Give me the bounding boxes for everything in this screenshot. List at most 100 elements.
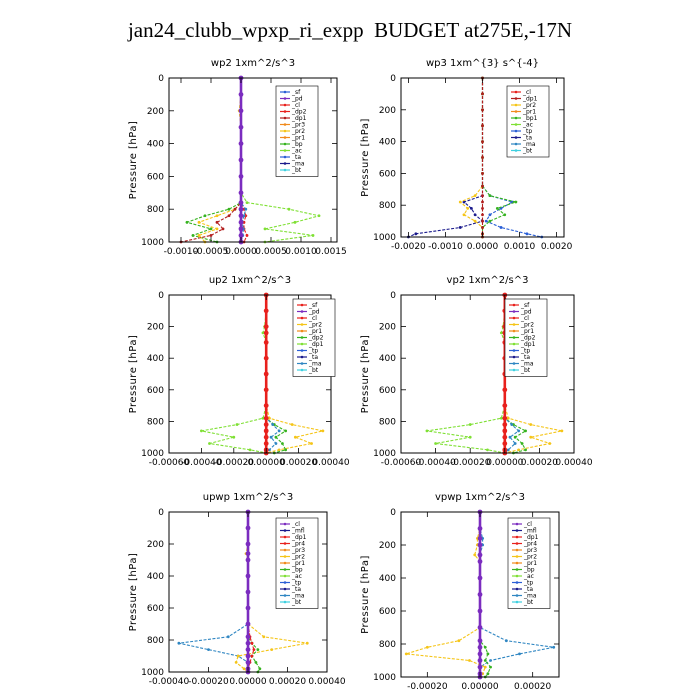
series-point-bt	[263, 308, 269, 314]
y-axis-label: Pressure [hPa]	[128, 553, 139, 632]
legend-label: _bp	[291, 141, 303, 148]
series-point-bt	[238, 157, 244, 163]
series-point-dp1	[481, 200, 484, 204]
legend-label: _pr2	[291, 554, 305, 561]
series-point-bt	[477, 625, 483, 630]
y-tick-label: 0	[158, 74, 164, 84]
y-tick-label: 1000	[373, 673, 396, 683]
x-tick-label: 0.0015	[315, 247, 347, 257]
series-point-bt	[245, 541, 251, 547]
series-point-bt	[238, 206, 244, 212]
series-point-bt	[502, 428, 508, 434]
series-point-pr2	[215, 227, 219, 231]
series-point-bt	[245, 551, 251, 556]
series-point-bt	[477, 664, 483, 670]
series-point-bt	[477, 658, 483, 663]
series-point-pr1	[499, 416, 503, 420]
legend-marker	[300, 349, 304, 352]
legend-marker	[514, 116, 518, 120]
legend-marker	[283, 155, 287, 159]
legend-marker	[283, 568, 287, 571]
legend-marker	[514, 123, 518, 126]
series-point-ta	[504, 639, 508, 643]
series-point-pr2	[529, 435, 533, 439]
legend-label: _bt	[520, 367, 531, 374]
legend-label: _pr2	[308, 322, 322, 329]
plot-frame	[400, 294, 575, 454]
legend-marker	[512, 355, 516, 359]
series-point-pr2	[290, 423, 294, 426]
y-axis-label: Pressure [hPa]	[360, 335, 371, 414]
series-point-dp1	[215, 220, 219, 224]
series-point-cl	[250, 654, 254, 658]
legend-label: _dp1	[291, 534, 307, 541]
legend-label: _pr2	[523, 554, 537, 561]
legend-marker	[514, 129, 518, 133]
y-tick-label: 600	[147, 604, 164, 614]
series-line-pr2	[197, 78, 242, 243]
legend-label: _ma	[520, 361, 534, 368]
legend-marker	[512, 329, 516, 333]
legend-marker	[515, 522, 519, 526]
series-point-pr1	[468, 435, 472, 439]
legend-label: _dp1	[523, 534, 539, 541]
series-point-bt	[263, 403, 269, 408]
figure-title: jan24_clubb_wpxp_ri_expp BUDGET at275E,-…	[127, 18, 573, 42]
legend-label: _pr4	[523, 541, 537, 548]
legend-label: _bp1	[522, 115, 538, 122]
legend-marker	[283, 110, 287, 113]
legend-marker	[283, 581, 287, 584]
series-point-pr2	[473, 194, 477, 198]
panel-title: up2 1xm^2/s^3	[209, 275, 291, 286]
legend-label: _pr1	[520, 328, 534, 335]
legend-marker	[515, 535, 519, 539]
series-point-bt	[477, 638, 483, 644]
series-point-tp	[488, 213, 492, 217]
series-point-ta	[244, 207, 248, 211]
series-point-bt	[477, 536, 483, 541]
series-point-bt	[263, 330, 269, 336]
series-line-dp1	[504, 295, 527, 454]
legend-label: _cl	[522, 89, 531, 96]
series-point-dp1	[524, 448, 527, 452]
legend-label: _ma	[291, 161, 305, 168]
legend-marker	[300, 329, 304, 333]
y-tick-label: 600	[379, 386, 396, 396]
x-tick-label: -0.00020	[450, 458, 491, 468]
series-point-bp	[317, 214, 321, 218]
legend-label: _ma	[522, 141, 536, 148]
series-point-bt	[245, 621, 251, 627]
series-point-dp1	[481, 213, 484, 217]
series-point-bt	[245, 640, 251, 646]
series-point-ac	[254, 661, 258, 664]
legend-marker	[512, 342, 516, 346]
series-point-ac	[503, 213, 507, 217]
series-point-bt	[477, 559, 483, 564]
legend-marker	[515, 548, 519, 552]
series-point-bt	[263, 415, 269, 421]
legend-label: _pr3	[523, 547, 537, 554]
legend-label: _sf	[308, 302, 318, 309]
series-point-bt	[263, 428, 269, 434]
series-line-ta	[178, 512, 249, 672]
legend-marker	[515, 600, 519, 604]
legend-marker	[514, 97, 518, 100]
legend-marker	[283, 587, 287, 591]
series-point-bt	[263, 434, 269, 440]
legend-label: _pr2	[522, 102, 536, 109]
series-line-pr1	[185, 78, 242, 243]
series-point-ac	[486, 652, 490, 656]
x-tick-label: 0.00020	[521, 458, 558, 468]
x-tick-label: -0.00060	[149, 458, 190, 468]
series-point-ta	[489, 659, 492, 662]
series-line-ta	[408, 78, 484, 238]
series-point-ta	[268, 448, 271, 452]
panel-title: vp2 1xm^2/s^3	[447, 275, 529, 286]
series-point-pr2	[277, 448, 281, 452]
legend-marker	[283, 90, 287, 94]
series-point-bt	[502, 403, 508, 408]
series-point-pr1	[425, 429, 429, 433]
legend-marker	[515, 555, 519, 558]
series-point-bt	[502, 434, 508, 440]
y-tick-label: 200	[379, 106, 396, 116]
